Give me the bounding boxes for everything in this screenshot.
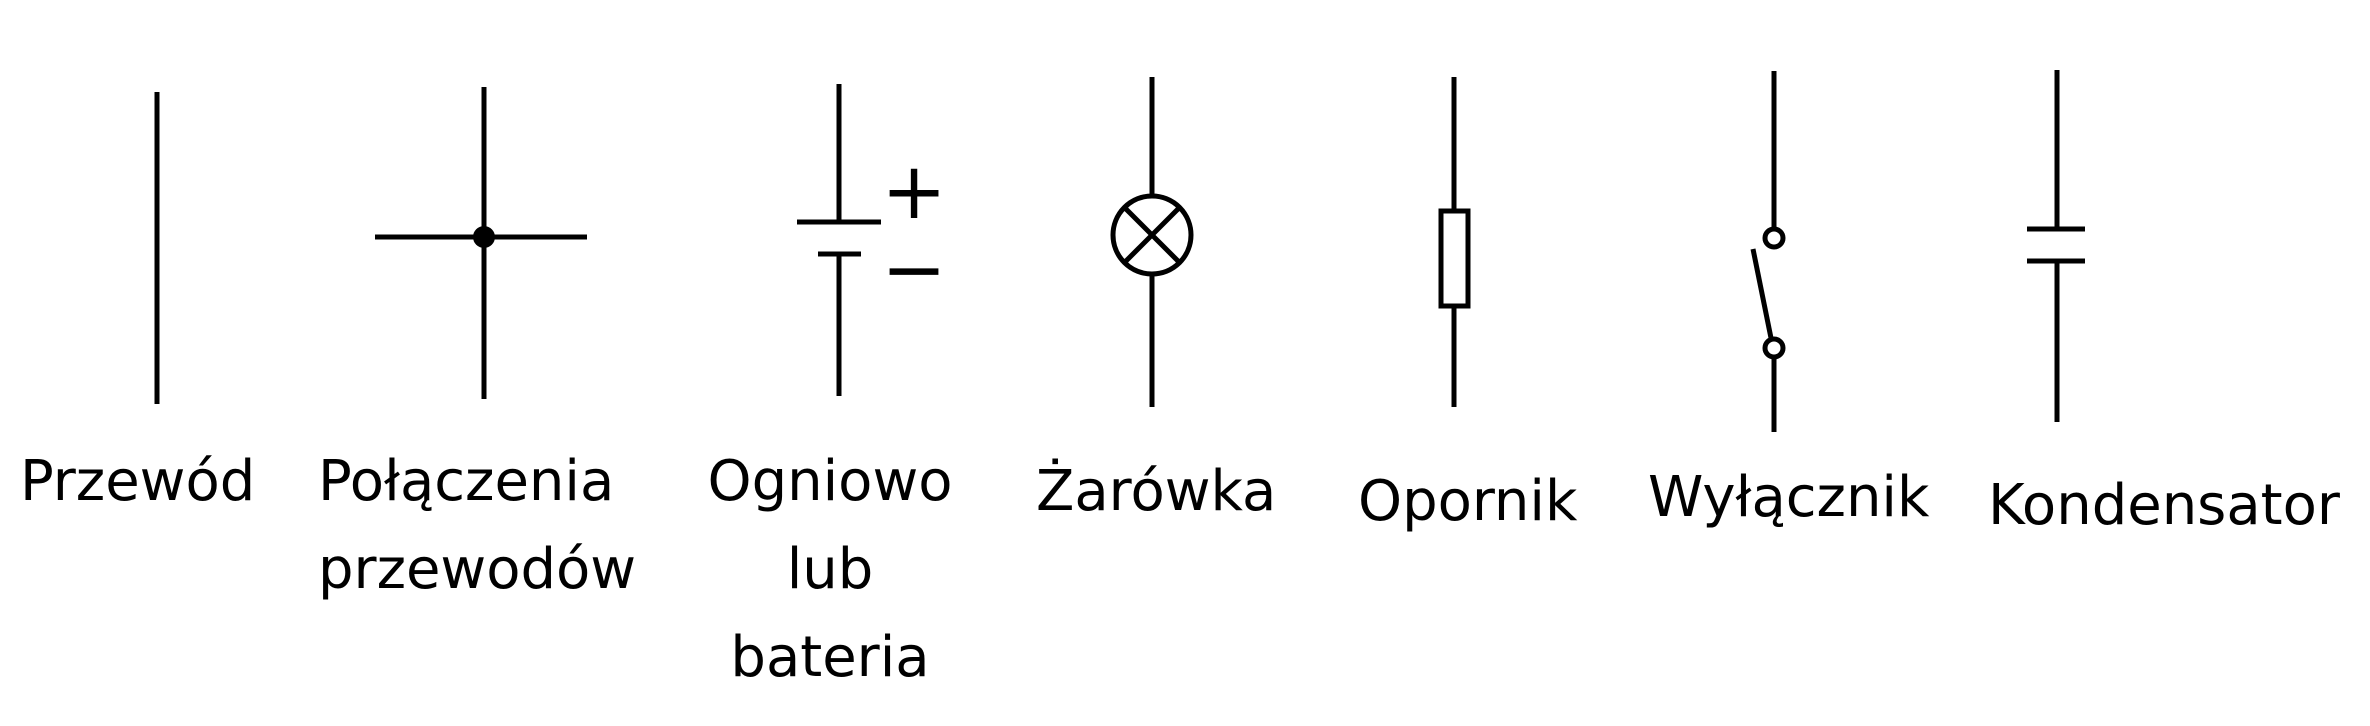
label-wire-junction: Połączenia przewodów bbox=[318, 438, 636, 614]
label-resistor: Opornik bbox=[1358, 458, 1577, 546]
switch-bottom-contact bbox=[1762, 336, 1786, 360]
label-capacitor: Kondensator bbox=[1988, 462, 2340, 550]
label-wire: Przewód bbox=[20, 438, 255, 526]
switch-top-contact bbox=[1762, 226, 1786, 250]
lamp-cross-b bbox=[1122, 205, 1182, 265]
label-cell-battery-line-2: lub bbox=[786, 537, 874, 602]
label-wire-junction-line-2: przewodów bbox=[318, 537, 637, 602]
cell-plus-sign: + bbox=[881, 147, 946, 237]
capacitor-symbol bbox=[2027, 70, 2085, 422]
wire-junction-symbol bbox=[375, 87, 587, 399]
label-cell-battery: Ogniowo lub bateria bbox=[700, 438, 960, 702]
label-wire-junction-line-1: Połączenia bbox=[318, 449, 615, 514]
switch-symbol bbox=[1750, 71, 1786, 432]
label-switch-line-1: Wyłącznik bbox=[1648, 465, 1930, 530]
label-resistor-line-1: Opornik bbox=[1358, 469, 1578, 534]
lamp-symbol bbox=[1110, 77, 1194, 407]
label-capacitor-line-1: Kondensator bbox=[1988, 473, 2340, 538]
label-wire-line-1: Przewód bbox=[20, 449, 256, 514]
label-switch: Wyłącznik bbox=[1648, 454, 1929, 542]
label-lamp: Żarówka bbox=[1036, 448, 1276, 536]
resistor-body bbox=[1438, 208, 1471, 309]
switch-blade bbox=[1750, 248, 1774, 339]
label-lamp-line-1: Żarówka bbox=[1036, 459, 1277, 524]
junction-dot bbox=[473, 226, 495, 248]
label-cell-battery-line-1: Ogniowo bbox=[707, 449, 953, 514]
label-cell-battery-line-3: bateria bbox=[730, 625, 930, 690]
resistor-symbol bbox=[1438, 77, 1471, 407]
cell-battery-symbol: + − bbox=[797, 84, 947, 396]
cell-minus-sign: − bbox=[881, 225, 946, 315]
